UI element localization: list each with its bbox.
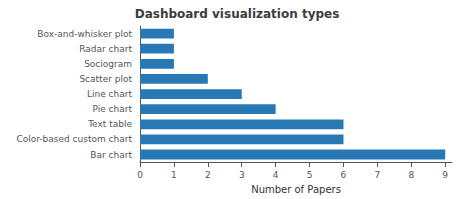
svg-text:5: 5 bbox=[307, 170, 313, 180]
svg-text:Line chart: Line chart bbox=[87, 89, 132, 99]
svg-text:Box-and-whisker plot: Box-and-whisker plot bbox=[37, 29, 132, 39]
svg-text:3: 3 bbox=[239, 170, 245, 180]
svg-text:Radar chart: Radar chart bbox=[79, 44, 132, 54]
svg-text:6: 6 bbox=[341, 170, 347, 180]
svg-text:Bar chart: Bar chart bbox=[90, 150, 132, 160]
svg-text:2: 2 bbox=[205, 170, 211, 180]
svg-text:Dashboard visualization types: Dashboard visualization types bbox=[135, 7, 340, 21]
svg-text:1: 1 bbox=[171, 170, 177, 180]
svg-text:Pie chart: Pie chart bbox=[92, 104, 132, 114]
svg-text:7: 7 bbox=[375, 170, 381, 180]
svg-text:0: 0 bbox=[137, 170, 143, 180]
svg-text:Scatter plot: Scatter plot bbox=[79, 74, 132, 84]
svg-text:8: 8 bbox=[408, 170, 414, 180]
svg-text:Sociogram: Sociogram bbox=[84, 59, 132, 69]
svg-text:Number of Papers: Number of Papers bbox=[251, 184, 341, 195]
svg-text:9: 9 bbox=[442, 170, 448, 180]
svg-text:Text table: Text table bbox=[87, 119, 132, 129]
svg-text:Color-based custom chart: Color-based custom chart bbox=[16, 134, 132, 144]
svg-text:4: 4 bbox=[273, 170, 279, 180]
